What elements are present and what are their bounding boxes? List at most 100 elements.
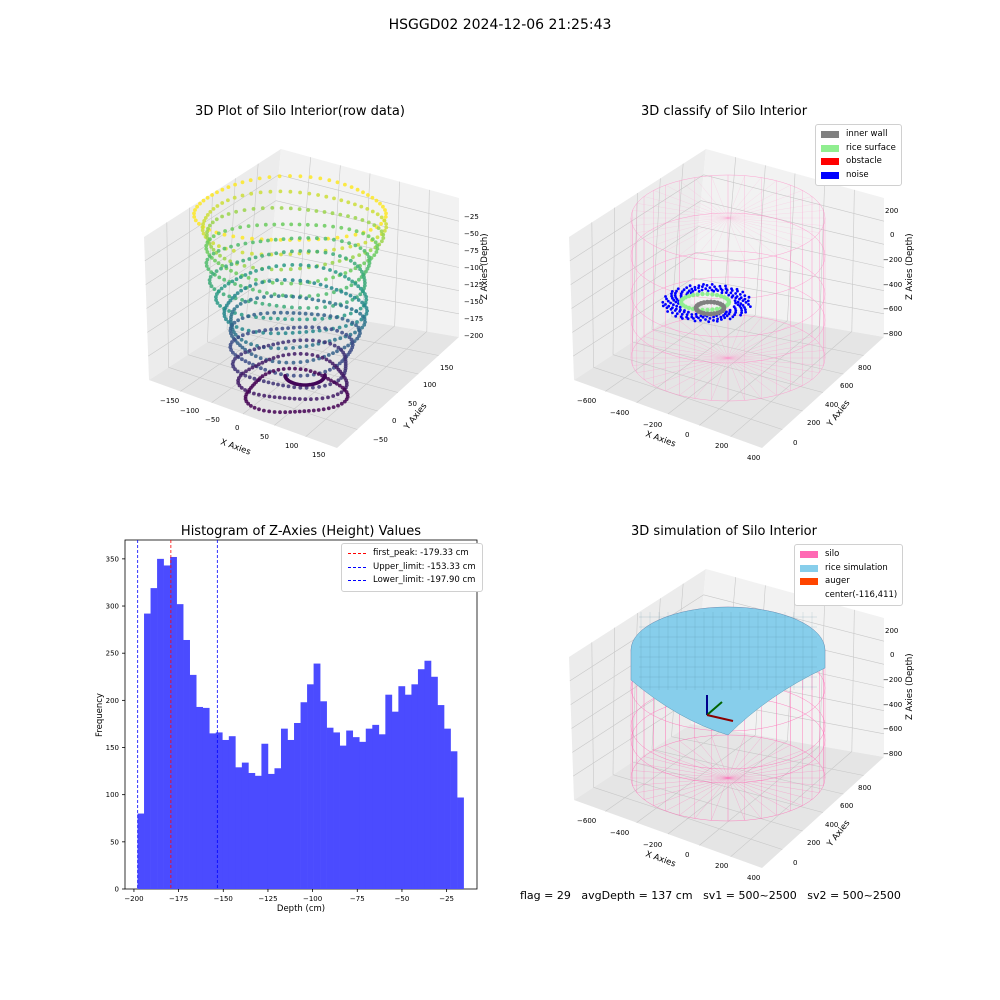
raw-point [341, 373, 346, 378]
raw-point [220, 187, 225, 192]
legend-swatch [821, 171, 839, 179]
noise-point [712, 315, 715, 319]
raw-point [364, 269, 368, 274]
raw-point [339, 401, 344, 406]
silo-floor-spoke [727, 737, 762, 779]
raw-point [347, 227, 352, 232]
histogram-bar [450, 751, 458, 889]
raw-point [231, 234, 236, 239]
silo-floor-spoke [727, 777, 791, 812]
raw-point [212, 287, 217, 291]
raw-point [210, 220, 215, 225]
raw-point [226, 198, 230, 203]
raw-point [240, 180, 245, 185]
raw-point [331, 224, 335, 229]
raw-point [203, 216, 208, 220]
raw-point [260, 374, 265, 379]
raw-point [276, 294, 281, 298]
raw-point [323, 326, 328, 331]
raw-point [293, 366, 297, 371]
raw-point [308, 369, 313, 373]
raw-point [262, 393, 267, 398]
y-tick: 350 [106, 555, 119, 563]
classify-plot-title: 3D classify of Silo Interior [640, 104, 808, 119]
histogram-bar [313, 663, 321, 889]
silo-floor-spoke [727, 740, 777, 779]
y-tick: 250 [106, 650, 119, 658]
histogram-bar [196, 706, 204, 889]
raw-point [340, 359, 345, 364]
figure-title: HSGGD02 2024-12-06 21:25:43 [388, 17, 612, 33]
noise-point [728, 317, 732, 321]
raw-point [329, 286, 334, 290]
noise-point [731, 294, 735, 298]
raw-point [249, 191, 254, 196]
silo-roof-spoke [694, 177, 729, 219]
raw-point [290, 305, 294, 310]
histogram-bar [300, 702, 308, 889]
raw-point [350, 320, 355, 325]
raw-point [208, 237, 212, 242]
raw-point [243, 273, 248, 277]
raw-point [356, 298, 361, 302]
raw-point [346, 277, 351, 281]
histogram-bar [359, 741, 367, 889]
raw-point [362, 275, 366, 280]
histogram-bar [417, 669, 425, 889]
noise-point [739, 302, 743, 305]
raw-point [320, 396, 325, 401]
raw-point [353, 216, 358, 220]
raw-point [241, 258, 246, 263]
raw-point [233, 182, 237, 187]
simulation-z-label: Z Axies (Depth) [905, 653, 915, 720]
raw-point [240, 193, 245, 198]
noise-point [714, 287, 718, 291]
silo-floor-spoke [643, 336, 729, 359]
raw-point [262, 295, 266, 299]
raw-point [334, 315, 339, 320]
silo-floor-spoke [679, 740, 729, 779]
raw-point [334, 287, 339, 292]
raw-point [331, 275, 335, 280]
rice-surface-point [705, 291, 710, 297]
raw-point [336, 378, 341, 383]
silo-floor-spoke [727, 735, 745, 779]
raw-point [253, 354, 258, 359]
raw-point [322, 210, 327, 214]
raw-point [234, 325, 239, 329]
raw-point [239, 352, 244, 357]
raw-point [354, 229, 359, 234]
histogram-bar [267, 773, 275, 889]
raw-point [346, 343, 350, 348]
histogram-bar [352, 737, 360, 889]
raw-point [322, 223, 327, 228]
raw-point [277, 395, 282, 400]
raw-point [335, 180, 340, 185]
raw-point [229, 244, 233, 249]
raw-point [235, 260, 240, 265]
noise-point [691, 289, 695, 293]
raw-point [276, 316, 280, 321]
noise-point [693, 285, 697, 289]
raw-point [312, 317, 317, 322]
raw-point [370, 195, 375, 200]
classify-x-tick: −200 [643, 421, 662, 429]
raw-point [278, 410, 282, 415]
raw-point [364, 312, 369, 316]
histogram-bar [215, 732, 223, 889]
rice-surface-point [683, 295, 688, 300]
raw-point [297, 409, 302, 414]
raw-x-tick: −50 [205, 416, 220, 424]
classify-y-tick: 200 [807, 419, 820, 427]
raw-point [331, 394, 336, 398]
raw-point [297, 207, 302, 211]
raw-point [272, 410, 277, 414]
raw-z-ticks: −25 −50 −75 −100 −125 −150 −175 −200 [464, 213, 483, 340]
raw-point [228, 298, 233, 303]
raw-point [344, 324, 348, 328]
rice-surface-point [686, 293, 692, 299]
legend-item-rice-surface: rice surface [821, 142, 896, 156]
noise-point [719, 315, 723, 319]
raw-x-tick: 0 [235, 424, 239, 432]
raw-point [332, 196, 336, 201]
